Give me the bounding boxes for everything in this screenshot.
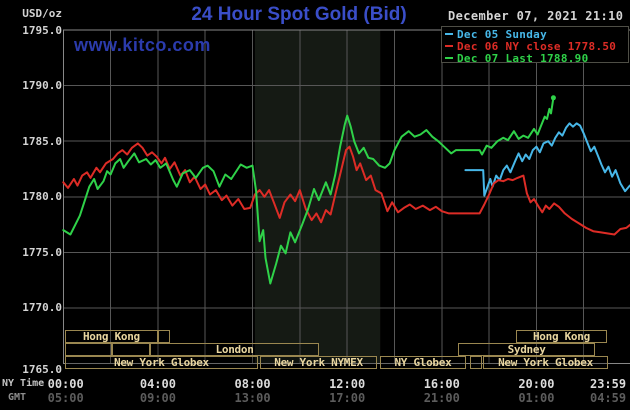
x-tick-label-gmt: 13:00 bbox=[234, 391, 271, 405]
series-line-dec05 bbox=[464, 122, 630, 197]
session-box-london: London bbox=[150, 343, 319, 356]
legend-item: Dec 05 Sunday bbox=[444, 27, 628, 41]
series-line-dec06 bbox=[62, 142, 630, 236]
session-box-new-york-globex: New York Globex bbox=[482, 356, 609, 369]
x-tick-label-gmt: 21:00 bbox=[423, 391, 460, 405]
x-tick-label-ny: 00:00 bbox=[47, 377, 84, 391]
x-tick-label-gmt: 17:00 bbox=[329, 391, 366, 405]
kitco-watermark-link[interactable]: www.kitco.com bbox=[74, 35, 211, 55]
series-line-dec07 bbox=[62, 96, 555, 285]
legend-color-dash bbox=[445, 57, 453, 59]
legend-color-dash bbox=[445, 33, 453, 35]
legend-item: Dec 07 Last 1788.90 bbox=[444, 51, 628, 65]
y-tick-label: 1795.0 bbox=[22, 23, 62, 37]
y-tick-label: 1765.0 bbox=[22, 363, 62, 376]
session-box-segment bbox=[112, 343, 151, 356]
session-box-sydney: Sydney bbox=[458, 343, 596, 356]
x-tick-label-ny: 16:00 bbox=[423, 377, 460, 391]
x-tick-label-gmt: 04:59 bbox=[589, 391, 627, 405]
y-tick-label: 1775.0 bbox=[22, 245, 62, 259]
legend-item: Dec 06 NY close 1778.50 bbox=[444, 39, 628, 53]
legend-color-dash bbox=[445, 45, 453, 47]
y-axis-unit-label: USD/oz bbox=[22, 7, 62, 20]
x-tick-label-gmt: 09:00 bbox=[139, 391, 176, 405]
x-axis-row-label-ny-time: NY Time bbox=[2, 378, 45, 389]
plot-border bbox=[62, 29, 630, 364]
session-box-new-york-nymex: New York NYMEX bbox=[260, 356, 377, 369]
x-tick-label-gmt: 01:00 bbox=[518, 391, 555, 405]
last-price-marker bbox=[550, 95, 556, 101]
x-tick-label-gmt: 05:00 bbox=[47, 391, 84, 405]
legend-item-label: Dec 05 Sunday bbox=[457, 27, 547, 41]
y-tick-label: 1785.0 bbox=[22, 134, 62, 148]
session-box-hong-kong: Hong Kong bbox=[64, 330, 158, 343]
legend-item-label: Dec 06 NY close 1778.50 bbox=[457, 39, 617, 53]
session-box-segment bbox=[64, 343, 113, 356]
page-title: 24 Hour Spot Gold (Bid) bbox=[191, 4, 407, 25]
x-tick-label-ny: 23:59 bbox=[589, 377, 627, 391]
y-tick-label: 1790.0 bbox=[22, 79, 62, 93]
x-tick-label-ny: 08:00 bbox=[234, 377, 271, 391]
legend: Dec 05 Sunday Dec 06 NY close 1778.50 Dec … bbox=[441, 26, 629, 65]
session-box-segment bbox=[157, 330, 170, 343]
session-box-hong-kong: Hong Kong bbox=[516, 330, 607, 343]
x-tick-label-ny: 04:00 bbox=[139, 377, 176, 391]
y-tick-label: 1770.0 bbox=[22, 301, 62, 315]
y-tick-label: 1780.0 bbox=[22, 190, 62, 204]
x-tick-label-ny: 20:00 bbox=[518, 377, 555, 391]
legend-item-label: Dec 07 Last 1788.90 bbox=[457, 51, 589, 65]
session-box-new-york-globex: New York Globex bbox=[64, 356, 258, 369]
chart-timestamp: December 07, 2021 21:10 bbox=[448, 9, 624, 23]
x-axis-row-label-gmt: GMT bbox=[8, 392, 27, 403]
session-box-segment bbox=[469, 356, 482, 369]
session-box-ny-globex: NY Globex bbox=[380, 356, 466, 369]
x-tick-label-ny: 12:00 bbox=[329, 377, 366, 391]
